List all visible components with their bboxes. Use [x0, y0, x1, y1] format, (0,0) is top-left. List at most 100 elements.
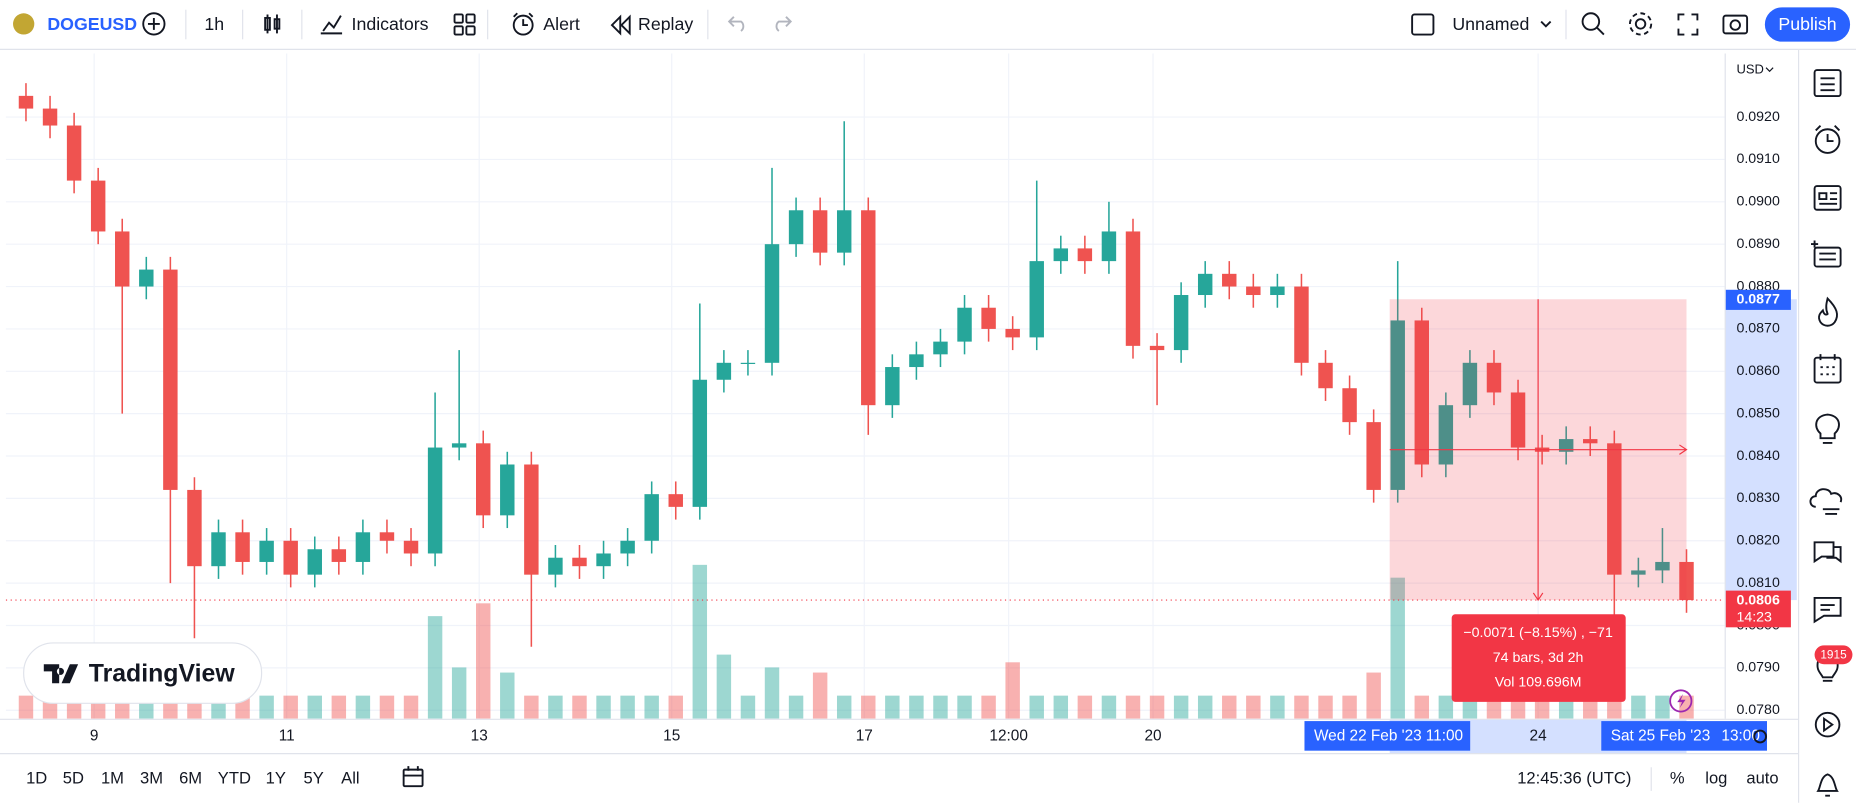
- candle-body: [476, 443, 491, 516]
- candle-body: [451, 443, 467, 448]
- fullscreen-button[interactable]: [1677, 13, 1699, 36]
- volume-bar: [500, 672, 515, 719]
- dividers: [185, 9, 1567, 40]
- goto-date-button[interactable]: [402, 766, 424, 788]
- candle-body: [668, 494, 683, 507]
- candle-body: [259, 540, 274, 562]
- candle-body: [187, 489, 202, 567]
- search-button[interactable]: [1581, 12, 1605, 36]
- countdown: 14:23: [1736, 610, 1772, 626]
- replay-icon[interactable]: [610, 14, 631, 36]
- currency[interactable]: USD: [1736, 62, 1763, 77]
- indicators-button[interactable]: Indicators: [352, 14, 429, 34]
- redo-button[interactable]: [775, 16, 793, 32]
- candle-body: [1101, 231, 1117, 262]
- snapshot-button[interactable]: [1722, 14, 1749, 35]
- volume-bar: [476, 603, 491, 719]
- measure-price-label: 0.0877: [1736, 292, 1780, 308]
- scale-option[interactable]: auto: [1746, 768, 1778, 787]
- y-tick-label: 0.0890: [1736, 236, 1780, 252]
- y-tick-label: 0.0780: [1736, 702, 1780, 718]
- candle-body: [524, 464, 539, 575]
- publish-button[interactable]: Publish: [1778, 14, 1836, 34]
- candle-body: [90, 180, 106, 232]
- time-label-time: 11:00: [1426, 728, 1463, 745]
- undo-button[interactable]: [727, 16, 745, 32]
- candle-body: [1607, 443, 1622, 575]
- volume-bar: [1631, 695, 1646, 719]
- candle-body: [1390, 320, 1405, 490]
- range-button[interactable]: YTD: [218, 768, 251, 787]
- candle-body: [1462, 362, 1478, 406]
- candle-body: [644, 494, 659, 541]
- currency-menu[interactable]: [1765, 67, 1774, 73]
- settings-button[interactable]: [1628, 12, 1653, 36]
- scale-option[interactable]: log: [1705, 768, 1727, 787]
- x-tick-label: 11: [279, 728, 295, 745]
- volume-bar: [764, 667, 780, 719]
- volume-bar: [1197, 695, 1213, 719]
- indicators-icon[interactable]: [320, 15, 343, 35]
- candle-body: [1197, 273, 1213, 296]
- range-button[interactable]: 1M: [101, 768, 124, 787]
- clock: 12:45:36 (UTC): [1517, 768, 1631, 787]
- candle-body: [18, 95, 34, 109]
- volume-bar: [909, 695, 924, 719]
- publish-bg[interactable]: [1764, 7, 1851, 42]
- range-button[interactable]: 1Y: [266, 768, 286, 787]
- quick-action[interactable]: [1669, 689, 1693, 713]
- candle-body: [115, 231, 130, 287]
- layout-menu[interactable]: [1540, 20, 1552, 28]
- candle-body: [163, 269, 178, 490]
- alert-button[interactable]: Alert: [543, 14, 580, 34]
- volume-bar: [379, 695, 395, 719]
- bottom-bg: [0, 754, 1798, 803]
- range-button[interactable]: 1D: [26, 768, 47, 787]
- volume-bar: [1029, 695, 1044, 719]
- candle-body: [1029, 261, 1044, 338]
- range-button[interactable]: 5D: [63, 768, 84, 787]
- layout-checkbox[interactable]: [1411, 13, 1435, 36]
- range-button[interactable]: All: [341, 768, 359, 787]
- volume-bar: [812, 672, 828, 719]
- y-tick-label: 0.0920: [1736, 109, 1780, 125]
- interval[interactable]: 1h: [204, 14, 224, 34]
- time-label-bg: [1601, 721, 1767, 751]
- candle-body: [307, 549, 322, 575]
- candle-body: [1125, 231, 1141, 346]
- scale-option[interactable]: %: [1670, 768, 1685, 787]
- range-button[interactable]: 3M: [140, 768, 163, 787]
- candle-body: [788, 210, 804, 245]
- compare-button[interactable]: [142, 12, 166, 36]
- candle-body: [1558, 439, 1574, 452]
- layout-name[interactable]: Unnamed: [1452, 14, 1529, 34]
- y-tick-label: 0.0820: [1736, 533, 1780, 549]
- symbol-icon[interactable]: [13, 13, 35, 35]
- range-button[interactable]: 6M: [179, 768, 202, 787]
- volume-bar: [1342, 695, 1357, 719]
- x-tick-label: 13: [471, 728, 488, 745]
- volume-bar: [1173, 695, 1189, 719]
- candle-body: [235, 532, 250, 562]
- volume-bar: [1053, 695, 1069, 719]
- replay-button[interactable]: Replay: [638, 14, 693, 34]
- templates-button[interactable]: [453, 13, 476, 36]
- symbol[interactable]: DOGEUSD: [47, 14, 137, 34]
- volume-bar: [1222, 695, 1237, 719]
- volume-bar: [1005, 662, 1020, 719]
- measure-price-label-bg: [1725, 289, 1791, 310]
- notification-badge: [1814, 645, 1853, 665]
- chart-type-button[interactable]: [264, 14, 281, 34]
- range-button[interactable]: 5Y: [304, 768, 324, 787]
- plot: −0.0071 (−8.15%) , −71 74 bars, 3d 2h Vol …: [0, 49, 1798, 754]
- x-tick-label: 20: [1144, 728, 1161, 745]
- axis-settings[interactable]: [1753, 729, 1767, 744]
- candle-body: [1149, 345, 1165, 351]
- sidebar-icons[interactable]: [1809, 69, 1843, 797]
- candle-body: [1486, 362, 1502, 393]
- candle-body: [1583, 439, 1598, 444]
- time-label-bg: [1304, 721, 1471, 751]
- alert-icon[interactable]: [512, 12, 534, 36]
- volume-bar: [1246, 695, 1261, 719]
- candle-body: [403, 540, 419, 554]
